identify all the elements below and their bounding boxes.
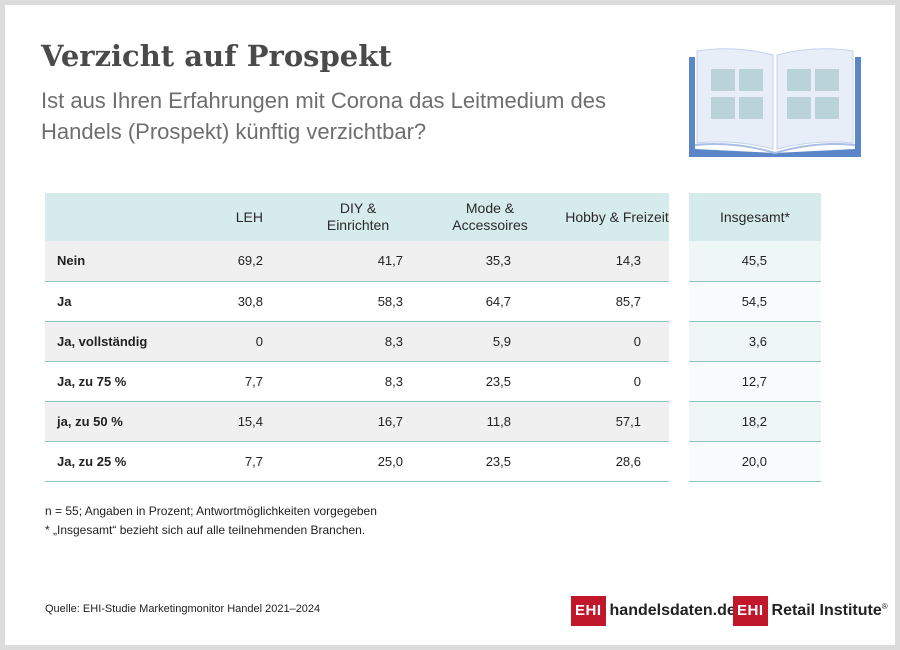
value-cell: 7,7 bbox=[205, 441, 263, 482]
table-row: Ja 30,8 58,3 64,7 85,7 54,5 bbox=[45, 281, 821, 322]
header-total: Insgesamt* bbox=[689, 193, 821, 241]
table-row: ja, zu 50 % 15,4 16,7 11,8 57,1 18,2 bbox=[45, 401, 821, 442]
value-cell: 15,4 bbox=[205, 401, 263, 442]
row-label: ja, zu 50 % bbox=[45, 401, 205, 442]
handelsdaten-logo: EHI handelsdaten.de bbox=[571, 595, 736, 627]
row-label: Ja, vollständig bbox=[45, 321, 205, 362]
table-row: Nein 69,2 41,7 35,3 14,3 45,5 bbox=[45, 241, 821, 282]
value-cell: 0 bbox=[539, 361, 669, 402]
chart-subtitle: Ist aus Ihren Erfahrungen mit Corona das… bbox=[41, 88, 606, 144]
header-mode: Mode & Accessoires bbox=[403, 193, 539, 241]
row-label: Nein bbox=[45, 241, 205, 282]
open-book-icon bbox=[689, 48, 861, 157]
header-label-cell bbox=[45, 193, 205, 241]
value-cell: 0 bbox=[539, 321, 669, 362]
value-cell: 11,8 bbox=[403, 401, 539, 442]
source-note: Quelle: EHI-Studie Marketingmonitor Hand… bbox=[45, 603, 321, 615]
row-label: Ja, zu 25 % bbox=[45, 441, 205, 482]
table-row: Ja, zu 25 % 7,7 25,0 23,5 28,6 20,0 bbox=[45, 441, 821, 482]
retail-institute-name: Retail Institute bbox=[771, 602, 882, 619]
value-cell: 23,5 bbox=[403, 441, 539, 482]
footnote-total: * „Insgesamt“ bezieht sich auf alle teil… bbox=[45, 523, 366, 537]
total-cell: 45,5 bbox=[689, 241, 821, 282]
value-cell: 7,7 bbox=[205, 361, 263, 402]
footnotes: n = 55; Angaben in Prozent; Antwortmögli… bbox=[45, 502, 377, 540]
value-cell: 41,7 bbox=[263, 241, 403, 282]
header-spacer bbox=[669, 193, 689, 241]
total-cell: 12,7 bbox=[689, 361, 821, 402]
row-label: Ja bbox=[45, 281, 205, 322]
header-hobby: Hobby & Freizeit bbox=[539, 193, 669, 241]
value-cell: 28,6 bbox=[539, 441, 669, 482]
column-spacer bbox=[669, 401, 689, 441]
total-cell: 3,6 bbox=[689, 321, 821, 362]
value-cell: 85,7 bbox=[539, 281, 669, 322]
header-diy: DIY & Einrichten bbox=[263, 193, 403, 241]
value-cell: 8,3 bbox=[263, 361, 403, 402]
value-cell: 8,3 bbox=[263, 321, 403, 362]
chart-title: Verzicht auf Prospekt bbox=[41, 39, 392, 73]
value-cell: 64,7 bbox=[403, 281, 539, 322]
total-cell: 54,5 bbox=[689, 281, 821, 322]
footnote-sample: n = 55; Angaben in Prozent; Antwortmögli… bbox=[45, 504, 377, 518]
data-table: LEH DIY & Einrichten Mode & Accessoires … bbox=[45, 193, 821, 482]
column-spacer bbox=[669, 441, 689, 481]
value-cell: 14,3 bbox=[539, 241, 669, 282]
ehi-badge: EHI bbox=[733, 596, 768, 626]
value-cell: 58,3 bbox=[263, 281, 403, 322]
value-cell: 35,3 bbox=[403, 241, 539, 282]
header-leh: LEH bbox=[205, 193, 263, 241]
total-cell: 18,2 bbox=[689, 401, 821, 442]
handelsdaten-text: handelsdaten.de bbox=[609, 602, 736, 619]
ehi-badge: EHI bbox=[571, 596, 606, 626]
column-spacer bbox=[669, 361, 689, 401]
ehi-retail-institute-logo: EHI Retail Institute® bbox=[733, 595, 888, 627]
table-row: Ja, zu 75 % 7,7 8,3 23,5 0 12,7 bbox=[45, 361, 821, 402]
registered-mark: ® bbox=[881, 602, 888, 611]
column-spacer bbox=[669, 281, 689, 321]
column-spacer bbox=[669, 241, 689, 281]
table-row: Ja, vollständig 0 8,3 5,9 0 3,6 bbox=[45, 321, 821, 362]
retail-institute-text: Retail Institute® bbox=[772, 602, 888, 620]
table-header-row: LEH DIY & Einrichten Mode & Accessoires … bbox=[45, 193, 821, 241]
value-cell: 30,8 bbox=[205, 281, 263, 322]
value-cell: 16,7 bbox=[263, 401, 403, 442]
value-cell: 5,9 bbox=[403, 321, 539, 362]
value-cell: 57,1 bbox=[539, 401, 669, 442]
total-cell: 20,0 bbox=[689, 441, 821, 482]
value-cell: 0 bbox=[205, 321, 263, 362]
value-cell: 69,2 bbox=[205, 241, 263, 282]
value-cell: 23,5 bbox=[403, 361, 539, 402]
column-spacer bbox=[669, 321, 689, 361]
row-label: Ja, zu 75 % bbox=[45, 361, 205, 402]
value-cell: 25,0 bbox=[263, 441, 403, 482]
